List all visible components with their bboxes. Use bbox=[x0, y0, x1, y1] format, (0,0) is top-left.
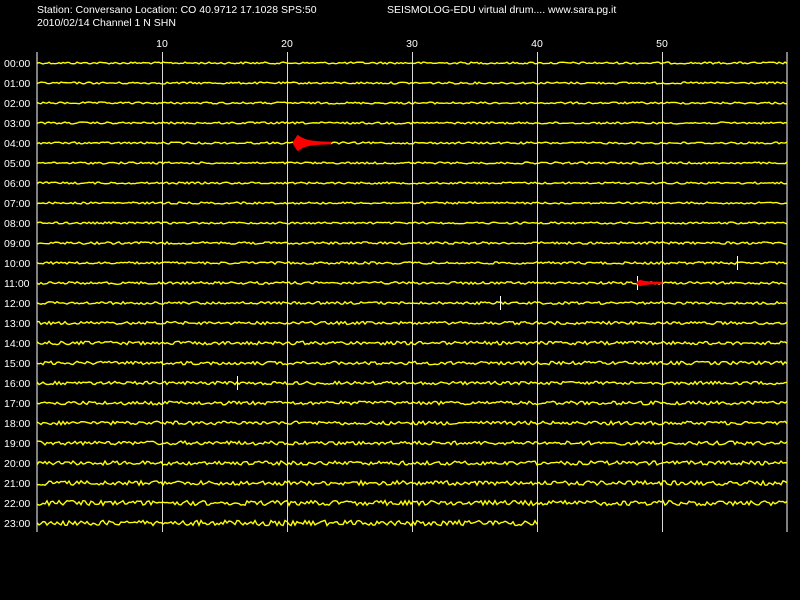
hour-label: 09:00 bbox=[4, 238, 30, 250]
trace-17:00 bbox=[36, 400, 788, 407]
hour-label: 21:00 bbox=[4, 478, 30, 490]
hour-label: 17:00 bbox=[4, 398, 30, 410]
hour-labels: 00:00 01:00 02:00 03:00 04:00 05:00 06:00 07:00… bbox=[4, 58, 30, 530]
hour-label: 06:00 bbox=[4, 178, 30, 190]
trace-05:00 bbox=[36, 161, 788, 165]
trace-20:00 bbox=[36, 459, 788, 467]
x-tick-label: 30 bbox=[406, 38, 418, 50]
hour-label: 02:00 bbox=[4, 98, 30, 110]
trace-15:00 bbox=[36, 360, 788, 366]
hour-label: 23:00 bbox=[4, 518, 30, 530]
hour-label: 03:00 bbox=[4, 118, 30, 130]
hour-label: 00:00 bbox=[4, 58, 30, 70]
x-tick-label: 20 bbox=[281, 38, 293, 50]
hour-label: 04:00 bbox=[4, 138, 30, 150]
trace-18:00 bbox=[36, 419, 788, 427]
hour-label: 15:00 bbox=[4, 358, 30, 370]
trace-10:00 bbox=[36, 260, 788, 266]
trace-23:00 bbox=[36, 519, 538, 528]
hour-label: 07:00 bbox=[4, 198, 30, 210]
station-info: Station: Conversano Location: CO 40.9712… bbox=[37, 4, 317, 16]
trace-02:00 bbox=[36, 101, 788, 105]
trace-09:00 bbox=[36, 240, 788, 246]
hour-label: 22:00 bbox=[4, 498, 30, 510]
hour-label: 08:00 bbox=[4, 218, 30, 230]
hour-label: 18:00 bbox=[4, 418, 30, 430]
traces bbox=[36, 61, 788, 528]
trace-12:00 bbox=[36, 300, 788, 306]
trace-08:00 bbox=[36, 221, 788, 225]
hour-label: 11:00 bbox=[4, 278, 30, 290]
hour-label: 13:00 bbox=[4, 318, 30, 330]
trace-01:00 bbox=[36, 81, 788, 85]
events bbox=[237, 134, 738, 390]
hour-label: 19:00 bbox=[4, 438, 30, 450]
trace-04:00 bbox=[36, 141, 788, 145]
hour-label: 14:00 bbox=[4, 338, 30, 350]
trace-19:00 bbox=[37, 440, 788, 447]
hour-label: 16:00 bbox=[4, 378, 30, 390]
trace-21:00 bbox=[36, 479, 788, 487]
site-info: SEISMOLOG-EDU virtual drum.... www.sara.… bbox=[387, 4, 617, 16]
hour-label: 12:00 bbox=[4, 298, 30, 310]
x-axis-ticks: 10 20 30 40 50 bbox=[156, 38, 668, 50]
x-tick-label: 50 bbox=[656, 38, 668, 50]
x-tick-label: 40 bbox=[531, 38, 543, 50]
x-tick-label: 10 bbox=[156, 38, 168, 50]
hour-label: 01:00 bbox=[4, 78, 30, 90]
trace-13:00 bbox=[36, 320, 788, 326]
trace-16:00 bbox=[36, 380, 788, 386]
trace-03:00 bbox=[36, 121, 788, 125]
hour-label: 20:00 bbox=[4, 458, 30, 470]
trace-14:00 bbox=[36, 340, 788, 346]
trace-00:00 bbox=[36, 61, 788, 65]
trace-07:00 bbox=[36, 201, 788, 205]
trace-06:00 bbox=[36, 181, 788, 185]
hour-label: 10:00 bbox=[4, 258, 30, 270]
hour-label: 05:00 bbox=[4, 158, 30, 170]
date-channel-info: 2010/02/14 Channel 1 N SHN bbox=[37, 17, 176, 29]
trace-22:00 bbox=[36, 499, 788, 507]
grid bbox=[36, 52, 788, 532]
